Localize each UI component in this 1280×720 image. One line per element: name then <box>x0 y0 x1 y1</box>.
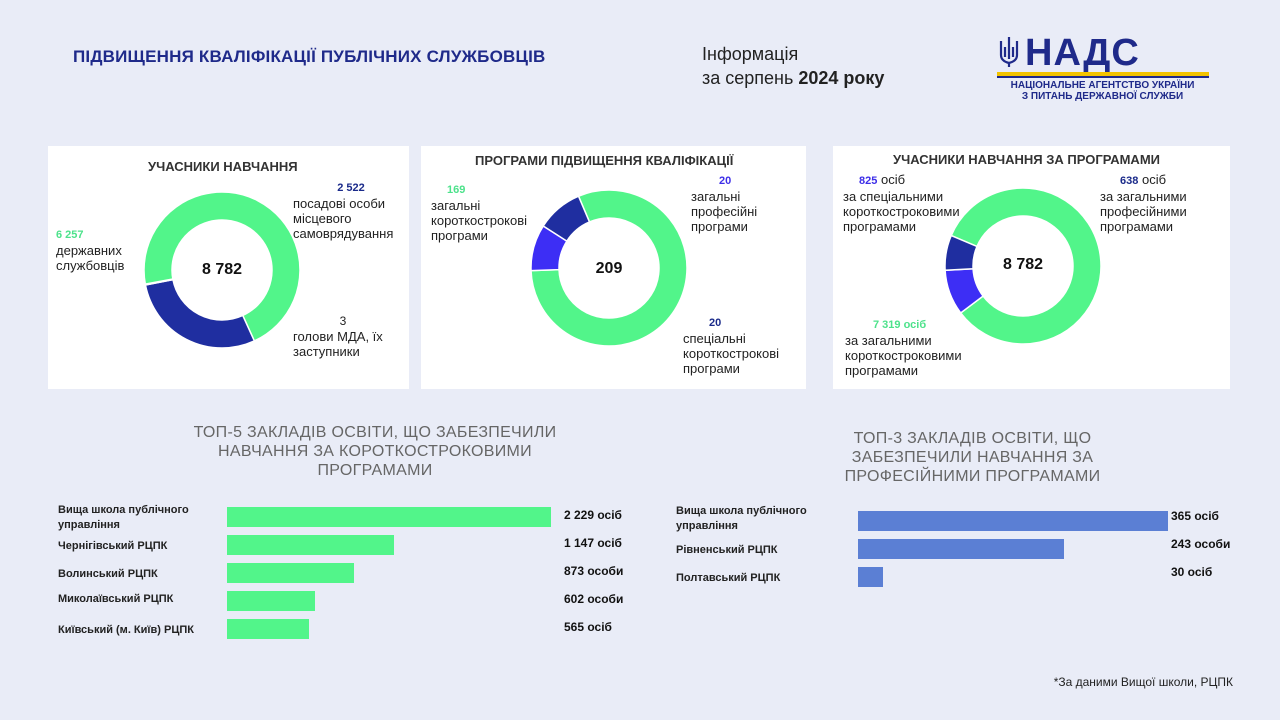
bar-value-label: 602 особи <box>564 592 624 606</box>
label-special-short-people: 825 осіб за спеціальними короткострокови… <box>843 172 983 234</box>
label-local-officials: 2 522 посадові особи місцевого самовряду… <box>293 181 409 241</box>
trident-icon <box>999 37 1019 67</box>
bar-category-label: Рівненський РЦПК <box>676 544 778 556</box>
card-participants-programs: УЧАСНИКИ НАВЧАННЯ ЗА ПРОГРАМАМИ 8 782 82… <box>833 146 1230 389</box>
donut-slice-1 <box>950 187 1102 345</box>
bar-value-label: 243 особи <box>1171 537 1231 551</box>
info-year: 2024 року <box>798 68 885 88</box>
bar <box>858 567 884 587</box>
bar <box>227 563 354 583</box>
label-general-prof: 20 загальні професійні програми <box>691 174 781 234</box>
info-line1: Інформація <box>702 44 799 64</box>
label-value: 20 <box>709 317 722 329</box>
bar-value-label: 873 особи <box>564 564 624 578</box>
label-value: 3 <box>339 314 347 328</box>
label-text: за загальними професійними програмами <box>1100 189 1187 234</box>
label-text: загальні професійні програми <box>691 189 758 234</box>
bar-category-label: Миколаївський РЦПК <box>58 593 174 605</box>
label-suffix: осіб <box>1138 172 1167 187</box>
label-general-short-people: 7 319 осіб за загальними короткострокови… <box>845 318 995 378</box>
chart-title: УЧАСНИКИ НАВЧАННЯ <box>148 159 298 174</box>
bar <box>227 591 315 611</box>
bar-category-label: Вища школа публічного управління <box>58 504 189 531</box>
label-special-short: 20 спеціальні короткострокові програми <box>683 316 795 376</box>
label-value: 7 319 осіб <box>873 319 927 331</box>
report-period: Інформація за серпень 2024 року <box>702 42 884 90</box>
donut-participants-programs <box>944 187 1102 345</box>
card-participants: УЧАСНИКИ НАВЧАННЯ 8 782 6 257 державних … <box>48 146 409 389</box>
chart-title: ПРОГРАМИ ПІДВИЩЕННЯ КВАЛІФІКАЦІЇ <box>475 153 734 168</box>
logo-stripe-yellow <box>997 72 1209 76</box>
donut-slice-3 <box>944 234 978 272</box>
donut-participants <box>143 191 301 349</box>
donut-programs <box>530 189 688 347</box>
info-prefix: за серпень <box>702 68 799 88</box>
page-title: ПІДВИЩЕННЯ КВАЛІФІКАЦІЇ ПУБЛІЧНИХ СЛУЖБО… <box>73 47 546 66</box>
label-text: державних службовців <box>56 243 125 273</box>
bar-category-label: Волинський РЦПК <box>58 568 158 580</box>
bar-category-label: Чернігівський РЦПК <box>58 540 168 552</box>
bar-value-label: 1 147 осіб <box>564 536 622 550</box>
chart-title: УЧАСНИКИ НАВЧАННЯ ЗА ПРОГРАМАМИ <box>893 152 1160 167</box>
donut-center-value: 8 782 <box>1002 256 1044 273</box>
label-value: 20 <box>719 175 732 187</box>
donut-center-value: 8 782 <box>201 261 243 278</box>
logo-subtitle: НАЦІОНАЛЬНЕ АГЕНТСТВО УКРАЇНИ З ПИТАНЬ Д… <box>995 80 1210 102</box>
label-value: 169 <box>447 184 466 196</box>
donut-slice-3 <box>542 195 591 243</box>
donut-slice-3 <box>144 278 174 286</box>
logo-stripe-blue <box>997 76 1209 78</box>
logo-subtitle-line2: З ПИТАНЬ ДЕРЖАВНОЇ СЛУЖБИ <box>1021 91 1184 102</box>
bar <box>227 535 394 555</box>
donut-center-value: 209 <box>595 260 623 277</box>
top3-title: ТОП-3 ЗАКЛАДІВ ОСВІТИ, ЩО ЗАБЕЗПЕЧИЛИ НА… <box>844 430 1101 485</box>
label-civil-servants: 6 257 державних службовців <box>56 228 136 273</box>
label-text: за спеціальними короткостроковими програ… <box>843 189 960 234</box>
label-text: спеціальні короткострокові програми <box>683 331 780 376</box>
label-mda-heads: 3 голови МДА, їх заступники <box>293 314 393 359</box>
bar-value-label: 565 осіб <box>564 620 612 634</box>
label-text: голови МДА, їх заступники <box>293 329 383 359</box>
label-text: за загальними короткостроковими програма… <box>845 333 962 378</box>
bar-value-label: 365 осіб <box>1171 509 1219 523</box>
footnote: *За даними Вищої школи, РЦПК <box>1053 675 1233 689</box>
label-value: 638 <box>1120 175 1139 187</box>
top5-title: ТОП-5 ЗАКЛАДІВ ОСВІТИ, ЩО ЗАБЕЗПЕЧИЛИ НА… <box>193 424 557 479</box>
logo-wordmark: НАДС <box>1025 32 1140 74</box>
card-programs: ПРОГРАМИ ПІДВИЩЕННЯ КВАЛІФІКАЦІЇ 209 169… <box>421 146 806 389</box>
bar <box>858 539 1065 559</box>
label-general-short: 169 загальні короткострокові програми <box>431 183 543 243</box>
logo-subtitle-line1: НАЦІОНАЛЬНЕ АГЕНТСТВО УКРАЇНИ <box>1010 80 1195 91</box>
bar-value-label: 30 осіб <box>1171 565 1213 579</box>
donut-slice-1 <box>143 191 301 342</box>
label-text: загальні короткострокові програми <box>431 198 528 243</box>
label-value: 6 257 <box>56 229 84 241</box>
label-general-prof-people: 638 осіб за загальними професійними прог… <box>1100 172 1210 234</box>
bar <box>858 511 1168 531</box>
donut-slice-1 <box>530 189 688 347</box>
bar <box>227 619 310 639</box>
label-value: 825 <box>859 175 878 187</box>
label-value: 2 522 <box>337 182 365 194</box>
nads-logo: НАДС НАЦІОНАЛЬНЕ АГЕНТСТВО УКРАЇНИ З ПИТ… <box>995 32 1210 102</box>
bar-category-label: Полтавський РЦПК <box>676 572 781 584</box>
bar-value-label: 2 229 осіб <box>564 508 622 522</box>
bar-category-label: Київський (м. Київ) РЦПК <box>58 624 194 636</box>
info-line2: за серпень 2024 року <box>702 66 884 90</box>
bar <box>227 507 551 527</box>
bar-category-label: Вища школа публічного управління <box>676 505 807 532</box>
label-text: посадові особи місцевого самоврядування <box>293 196 394 241</box>
donut-slice-2 <box>144 278 256 349</box>
label-suffix: осіб <box>877 172 906 187</box>
